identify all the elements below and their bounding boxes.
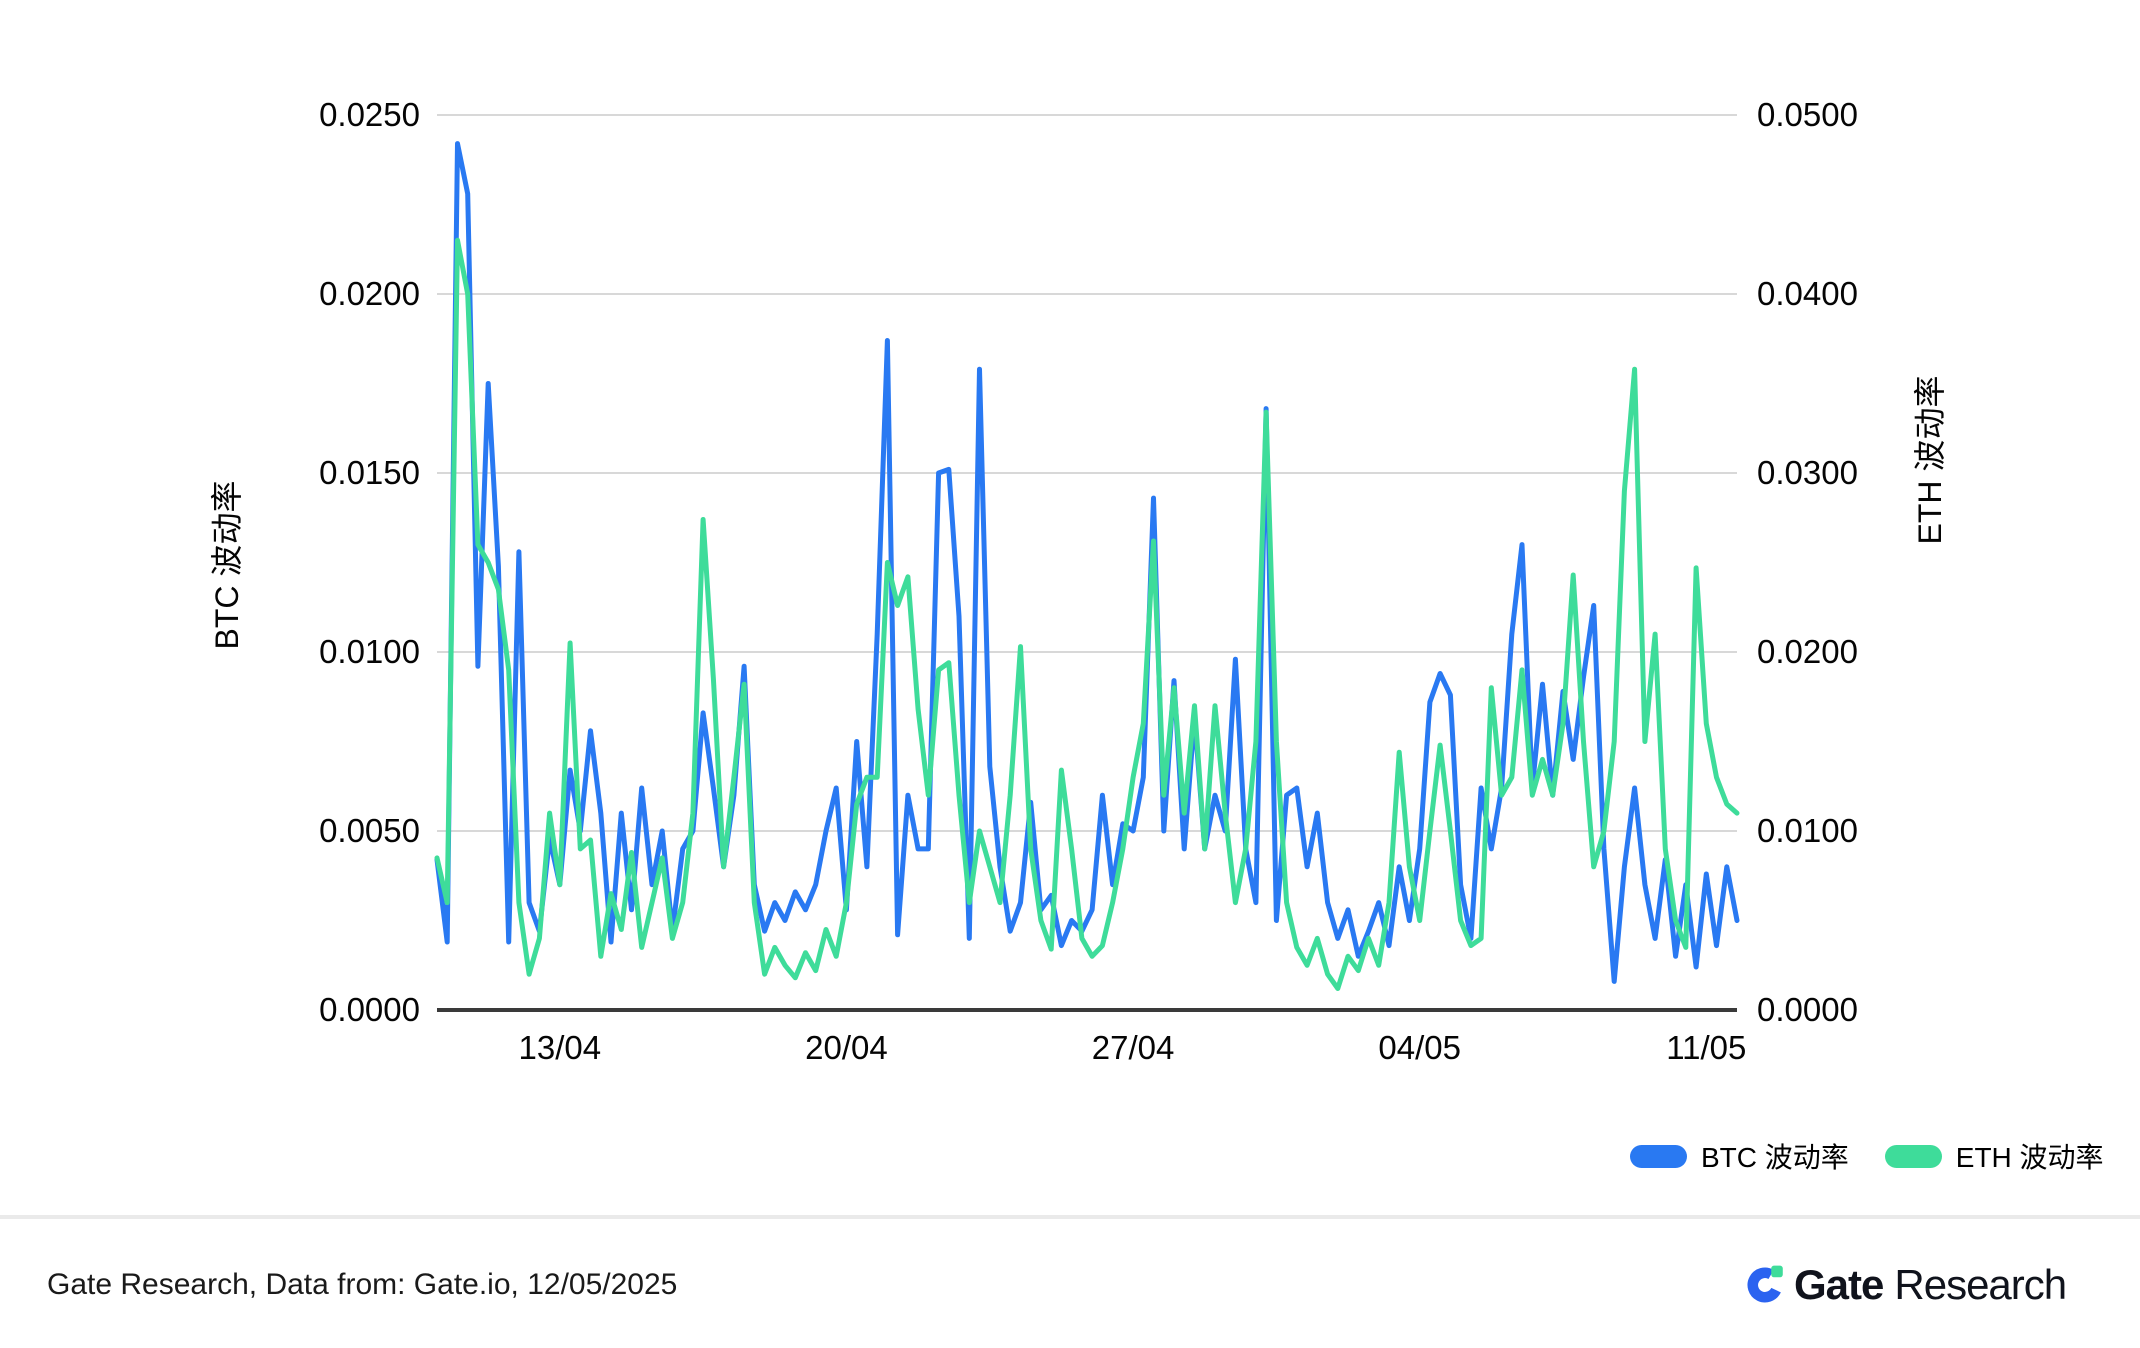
logo-text-gate: Gate <box>1794 1261 1884 1308</box>
footer-divider <box>0 1215 2140 1219</box>
right-axis-title: ETH 波动率 <box>1912 375 1948 545</box>
left-axis-title: BTC 波动率 <box>209 480 245 650</box>
x-axis-tick-label: 20/04 <box>805 1029 888 1066</box>
right-axis-tick-label: 0.0300 <box>1757 454 1858 491</box>
x-axis-tick-label: 04/05 <box>1378 1029 1461 1066</box>
left-axis-tick-label: 0.0000 <box>319 991 420 1028</box>
gate-research-logo: Gate Research <box>1745 1261 2067 1309</box>
chart-legend: BTC 波动率 ETH 波动率 <box>1630 1136 2104 1176</box>
left-axis-tick-label: 0.0050 <box>319 812 420 849</box>
logo-text-research: Research <box>1894 1261 2067 1308</box>
gate-logo-icon <box>1747 1265 1783 1303</box>
eth-legend-swatch-icon <box>1884 1144 1942 1168</box>
x-axis-tick-label: 13/04 <box>518 1029 602 1066</box>
right-axis-tick-label: 0.0500 <box>1757 96 1858 133</box>
left-axis-tick-label: 0.0150 <box>319 454 420 491</box>
x-axis-tick-label: 27/04 <box>1091 1029 1175 1066</box>
left-axis-tick-label: 0.0100 <box>319 633 420 670</box>
source-note: Gate Research, Data from: Gate.io, 12/05… <box>47 1268 678 1301</box>
right-axis-tick-label: 0.0100 <box>1757 812 1858 849</box>
btc-legend-swatch-icon <box>1630 1144 1687 1168</box>
left-axis-tick-label: 0.0250 <box>319 96 420 133</box>
eth-legend-label: ETH 波动率 <box>1955 1142 2104 1173</box>
right-axis-tick-label: 0.0200 <box>1757 633 1858 670</box>
x-axis-tick-label: 11/05 <box>1666 1029 1747 1066</box>
left-axis-tick-label: 0.0200 <box>319 275 420 312</box>
btc-legend-label: BTC 波动率 <box>1701 1142 1849 1173</box>
right-axis-tick-label: 0.0400 <box>1757 275 1858 312</box>
right-axis-tick-label: 0.0000 <box>1757 991 1858 1028</box>
